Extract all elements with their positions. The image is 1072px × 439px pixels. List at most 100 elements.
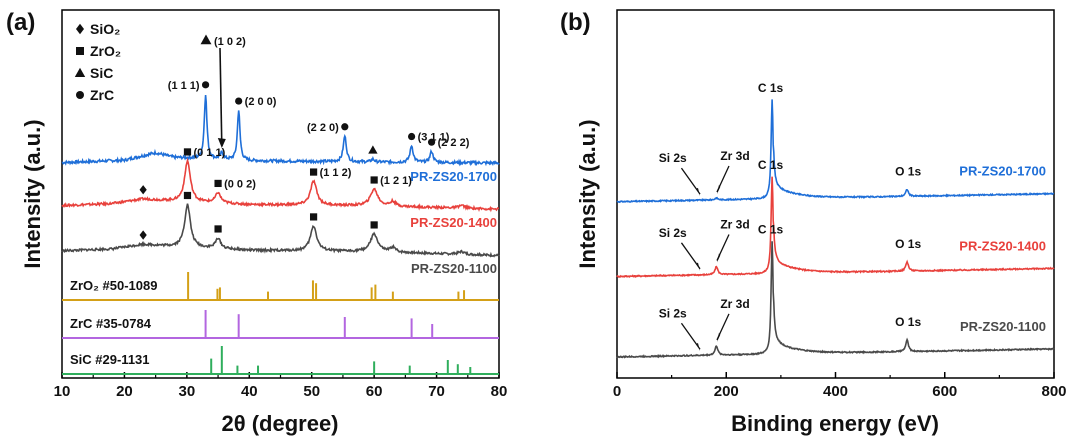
- square-legend-marker: [76, 47, 84, 55]
- arrow-head: [696, 188, 701, 197]
- series-label: PR-ZS20-1100: [411, 261, 497, 276]
- panel-a-x-axis-label: 2θ (degree): [221, 411, 338, 436]
- triangle-peak-marker: [200, 34, 212, 45]
- square-peak-marker: [370, 176, 378, 184]
- xrd-curve: [61, 203, 500, 258]
- circle-peak-marker: [201, 81, 210, 89]
- circle-peak-marker: [427, 138, 436, 146]
- o1s-peak-label: O 1s: [895, 164, 921, 178]
- x-tick-label: 200: [714, 383, 739, 400]
- xps-curve: [616, 176, 1055, 279]
- arrow-head: [716, 184, 721, 194]
- peak-index-label: (0 0 2): [224, 178, 256, 190]
- legend-label: SiC: [90, 65, 113, 81]
- peak-index-label: (3 1 1): [418, 132, 450, 144]
- triangle-legend-marker: [74, 67, 86, 77]
- panel-a-references: ZrO₂ #50-1089 ZrC #35-0784 SiC #29-1131: [62, 272, 499, 375]
- peak-index-label: (1 0 2): [214, 36, 246, 48]
- panel-b: (b) 0 200 400 600 800 C 1s Si 2s Zr 3d O 1s PR-Z…: [560, 9, 1067, 436]
- x-tick-label: 50: [303, 383, 320, 400]
- panel-b-label: (b): [560, 9, 591, 36]
- panel-a: (a) 10 20 30 40 50 60 70 80 ZrO₂ #50-1089 ZrC #3…: [6, 9, 507, 436]
- legend-label: ZrO₂: [90, 43, 121, 59]
- triangle-peak-marker: [368, 145, 378, 154]
- diamond-peak-marker: [139, 185, 147, 195]
- legend-item: ZrO₂: [76, 43, 121, 59]
- x-tick-label: 600: [932, 383, 957, 400]
- xps-curve: [616, 99, 1055, 204]
- si2s-arrow: [680, 242, 701, 270]
- series-label: PR-ZS20-1700: [959, 164, 1046, 179]
- o1s-peak-label: O 1s: [895, 315, 921, 329]
- si2s-peak-label: Si 2s: [659, 226, 687, 240]
- xps-series: C 1s Si 2s Zr 3d O 1s PR-ZS20-1400: [616, 158, 1055, 279]
- arrow-head: [696, 343, 701, 352]
- square-peak-marker: [183, 148, 192, 156]
- reference-pattern: SiC #29-1131: [62, 346, 499, 375]
- peak-index-label: (2 2 0): [307, 122, 339, 134]
- peak-index-label: (1 1 1): [168, 80, 200, 92]
- series-label: PR-ZS20-1400: [410, 215, 497, 230]
- si2s-peak-label: Si 2s: [659, 306, 687, 320]
- reference-label: ZrO₂ #50-1089: [70, 278, 157, 293]
- si2s-arrow: [680, 167, 701, 195]
- arrow-head: [217, 138, 226, 149]
- panel-b-y-axis-label: Intensity (a.u.): [575, 119, 600, 268]
- square-peak-marker: [214, 179, 222, 188]
- series-label: PR-ZS20-1400: [959, 238, 1046, 253]
- diamond-peak-marker: [139, 230, 147, 240]
- x-tick-label: 800: [1041, 383, 1066, 400]
- panel-a-series: (1 1 1) (2 0 0) (2 2 0) (3 1 1)(2 2 2) (1 0 …: [61, 34, 500, 276]
- panel-b-series: C 1s Si 2s Zr 3d O 1s PR-ZS20-1700 C 1s Si 2s Z…: [616, 81, 1055, 359]
- x-tick-label: 0: [613, 383, 621, 400]
- xrd-series: (1 1 1) (2 0 0) (2 2 0) (3 1 1)(2 2 2) (1 0 …: [61, 34, 500, 184]
- legend-label: ZrC: [90, 87, 114, 103]
- x-tick-label: 60: [366, 383, 383, 400]
- zr3d-peak-label: Zr 3d: [720, 149, 749, 163]
- square-peak-marker: [370, 221, 378, 229]
- legend-item: ZrC: [76, 87, 114, 103]
- panel-a-x-ticks: 10 20 30 40 50 60 70 80: [54, 372, 508, 400]
- o1s-peak-label: O 1s: [895, 237, 921, 251]
- series-label: PR-ZS20-1100: [960, 319, 1046, 334]
- square-peak-marker: [309, 168, 318, 176]
- reference-pattern: ZrO₂ #50-1089: [62, 272, 499, 301]
- xrd-curve: [61, 95, 500, 167]
- circle-peak-marker: [408, 132, 416, 141]
- zr3d-peak-label: Zr 3d: [720, 297, 749, 311]
- peak-arrow: [219, 47, 223, 147]
- circle-peak-marker: [235, 97, 243, 105]
- panel-a-y-axis-label: Intensity (a.u.): [20, 119, 45, 268]
- panel-b-x-axis-label: Binding energy (eV): [731, 411, 939, 436]
- legend-label: SiO₂: [90, 21, 120, 37]
- panel-a-legend: SiO₂ ZrO₂ SiC ZrC: [74, 21, 121, 103]
- arrow-head: [696, 262, 701, 271]
- x-tick-label: 30: [179, 383, 196, 400]
- x-tick-label: 80: [491, 383, 508, 400]
- x-tick-label: 70: [428, 383, 445, 400]
- arrow-head: [716, 253, 721, 263]
- peak-index-label: (1 1 2): [320, 167, 352, 179]
- x-tick-label: 20: [116, 383, 133, 400]
- xrd-series: (0 1 1) (0 0 2) (1 1 2) (1 2 1) PR-ZS20-1400: [61, 147, 499, 230]
- xps-curve: [616, 241, 1055, 359]
- circle-legend-marker: [76, 91, 84, 99]
- si2s-arrow: [680, 322, 701, 350]
- legend-item: SiO₂: [76, 21, 120, 37]
- x-tick-label: 10: [54, 383, 71, 400]
- xps-series: C 1s Si 2s Zr 3d O 1s PR-ZS20-1100: [616, 222, 1055, 359]
- peak-index-label: (1 2 1): [380, 175, 412, 187]
- reference-pattern: ZrC #35-0784: [62, 310, 499, 339]
- panel-b-x-ticks: 0 200 400 600 800: [613, 372, 1067, 400]
- xrd-curve: [61, 157, 499, 213]
- arrow-head: [716, 332, 721, 342]
- c1s-peak-label: C 1s: [758, 158, 784, 172]
- diamond-legend-marker: [76, 23, 84, 35]
- series-label: PR-ZS20-1700: [410, 169, 497, 184]
- square-peak-marker: [309, 213, 318, 221]
- c1s-peak-label: C 1s: [758, 222, 784, 236]
- xrd-series: PR-ZS20-1100: [61, 191, 500, 276]
- x-tick-label: 400: [823, 383, 848, 400]
- si2s-peak-label: Si 2s: [659, 151, 687, 165]
- peak-index-label: (2 2 2): [438, 137, 470, 149]
